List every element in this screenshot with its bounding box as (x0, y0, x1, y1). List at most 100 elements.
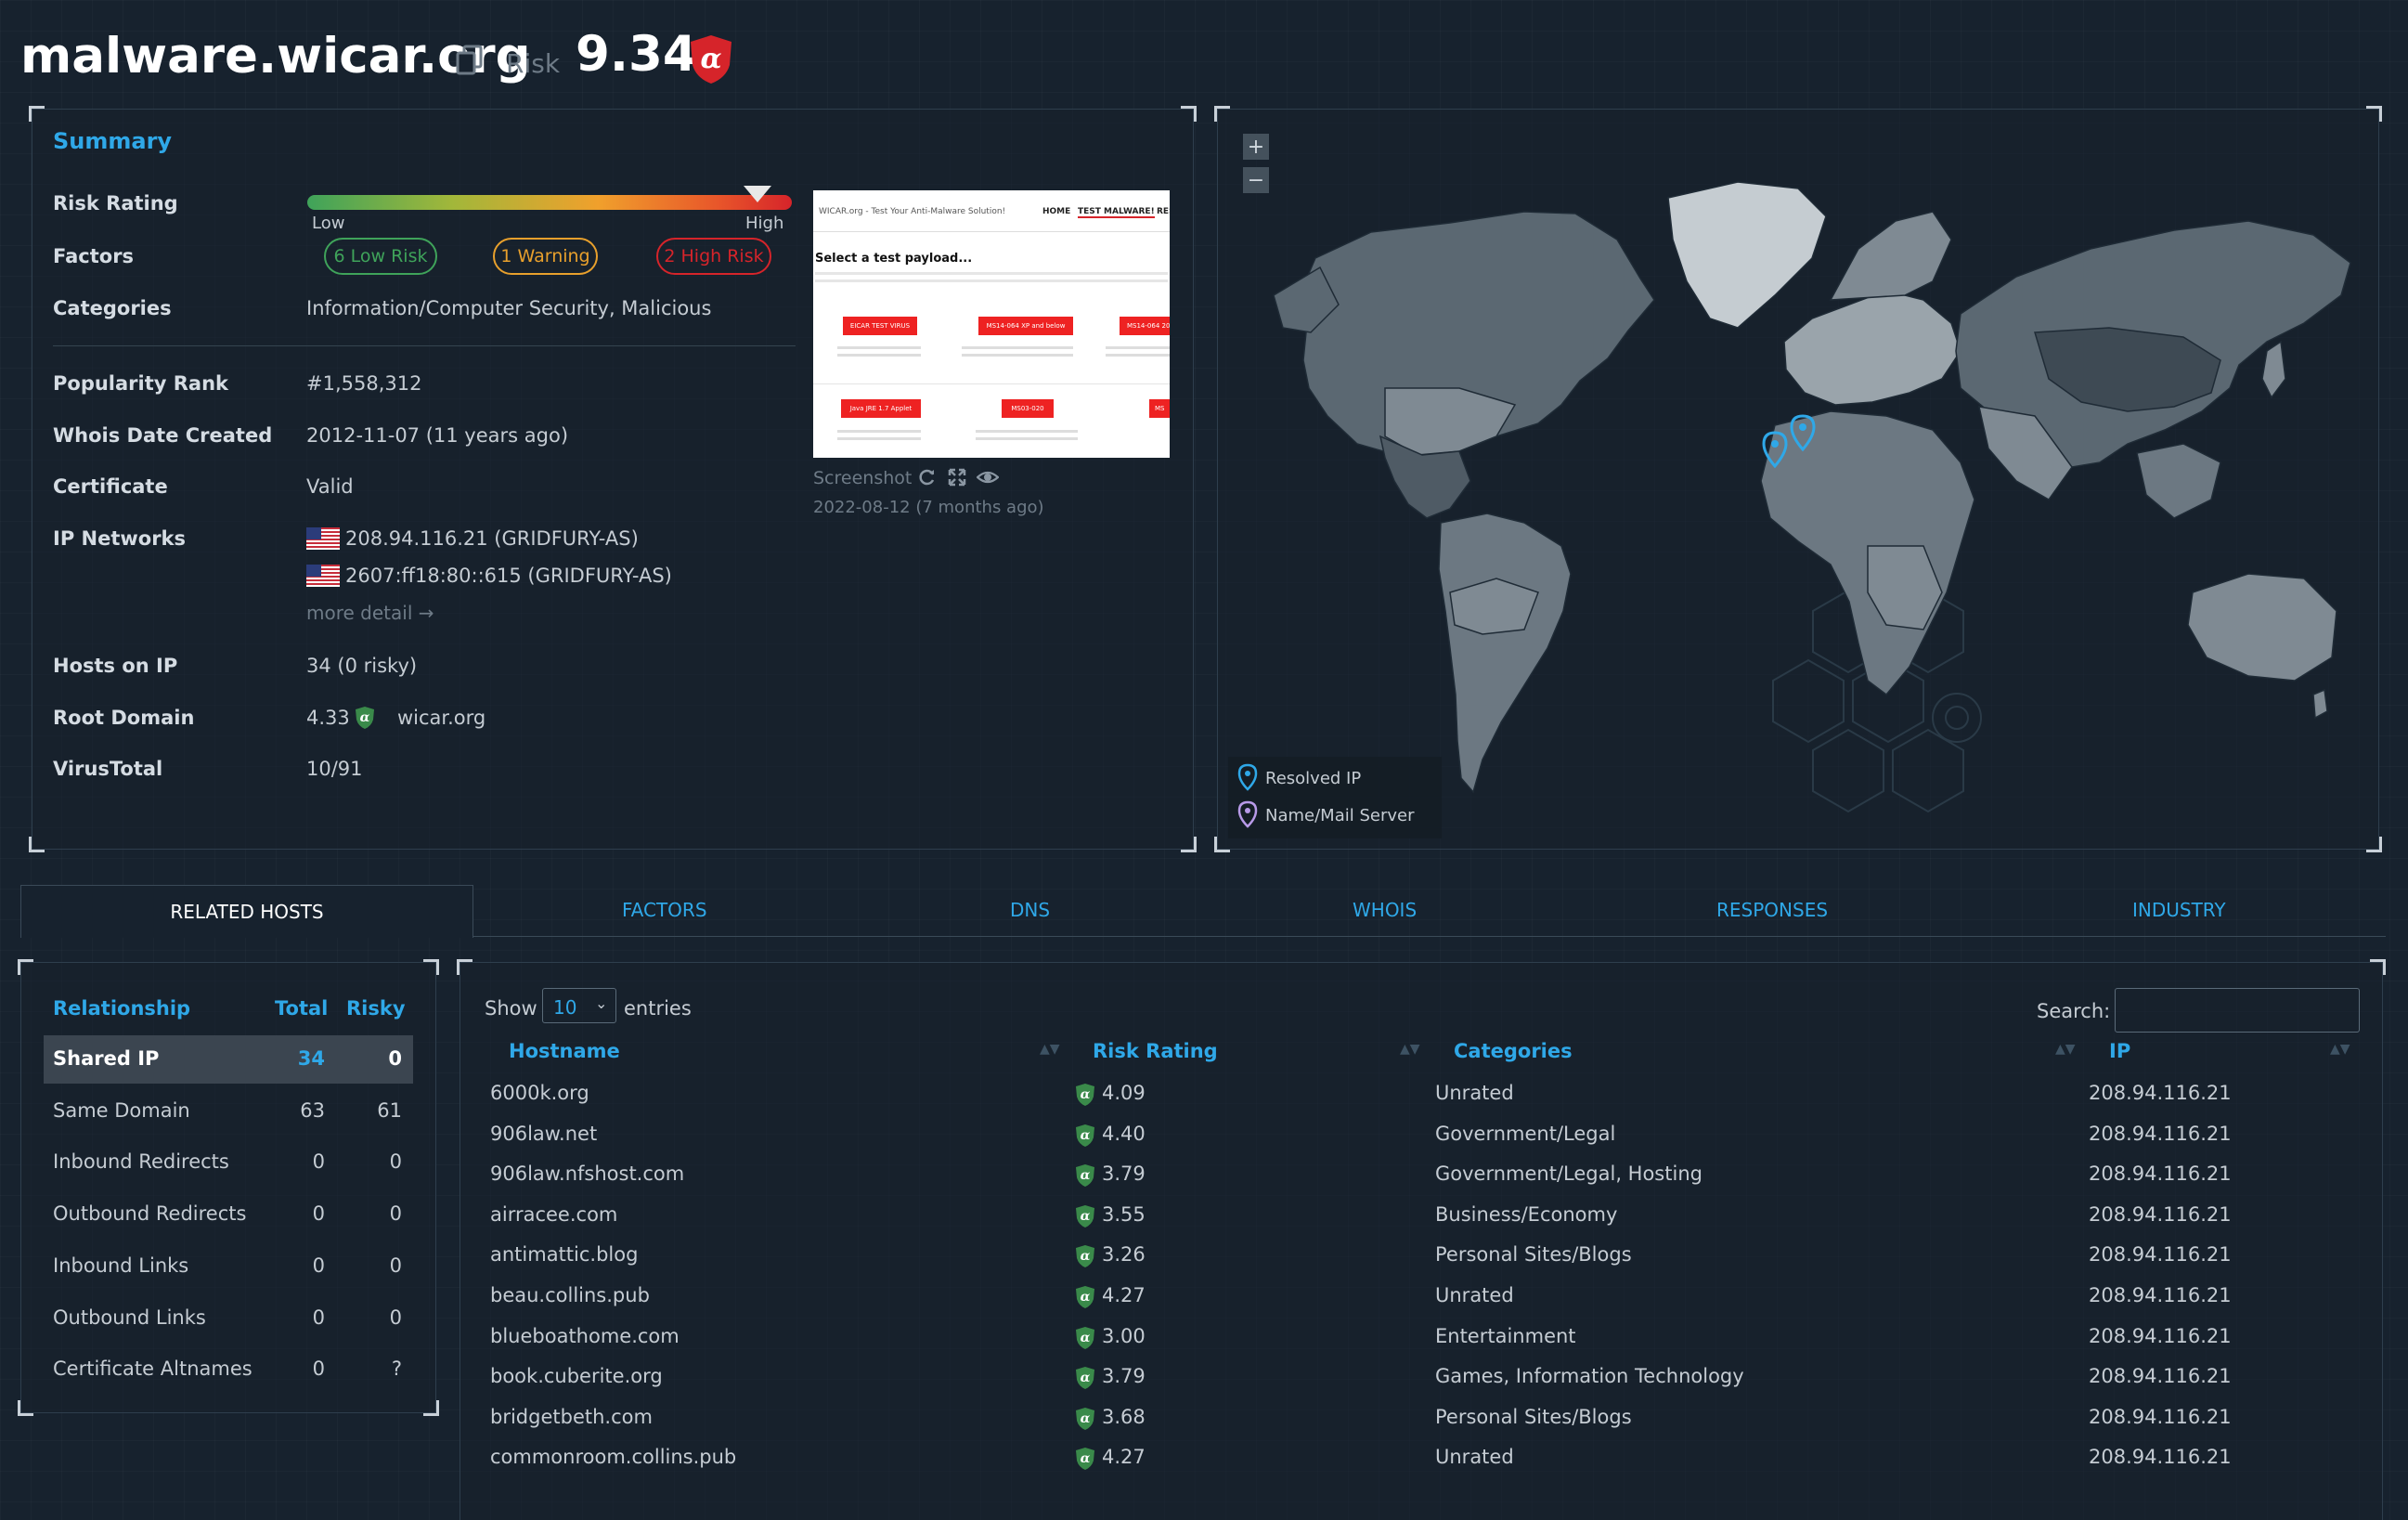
zoom-out-button[interactable]: − (1243, 167, 1269, 193)
ip-networks-label: IP Networks (53, 527, 187, 550)
host-ip[interactable]: 208.94.116.21 (2089, 1122, 2232, 1145)
relationship-total: 0 (312, 1254, 325, 1277)
copy-icon[interactable] (455, 45, 485, 76)
col-ip[interactable]: IP (2109, 1040, 2131, 1062)
alpha-shield-icon: α (1074, 1366, 1096, 1390)
rel-header-total: Total (275, 997, 329, 1020)
tab-responses[interactable]: RESPONSES (1716, 899, 1829, 921)
svg-text:α: α (1081, 1331, 1091, 1345)
host-ip[interactable]: 208.94.116.21 (2089, 1082, 2232, 1104)
low-risk-pill[interactable]: 6 Low Risk (324, 238, 437, 275)
relationship-row[interactable]: Same Domain 63 61 (44, 1087, 413, 1136)
ip-network-2[interactable]: 2607:ff18:80::615 (GRIDFURY-AS) (345, 565, 672, 587)
col-risk-rating[interactable]: Risk Rating (1093, 1040, 1218, 1062)
summary-title: Summary (53, 128, 173, 154)
tab-related-hosts[interactable]: RELATED HOSTS (20, 885, 473, 938)
virustotal-value[interactable]: 10/91 (306, 758, 363, 780)
relationship-row[interactable]: Inbound Redirects 0 0 (44, 1138, 413, 1187)
host-link[interactable]: book.cuberite.org (490, 1365, 663, 1388)
host-category: Games, Information Technology (1435, 1365, 1744, 1388)
host-category: Unrated (1435, 1082, 1514, 1104)
host-ip[interactable]: 208.94.116.21 (2089, 1446, 2232, 1469)
tab-dns[interactable]: DNS (1010, 899, 1051, 921)
host-ip[interactable]: 208.94.116.21 (2089, 1365, 2232, 1388)
tab-whois[interactable]: WHOIS (1353, 899, 1418, 921)
alpha-shield-icon: α (1074, 1244, 1096, 1268)
col-categories[interactable]: Categories (1454, 1040, 1573, 1062)
whois-label: Whois Date Created (53, 424, 273, 447)
world-map[interactable] (1218, 110, 2376, 847)
svg-text:α: α (1081, 1168, 1091, 1183)
zoom-in-button[interactable]: + (1243, 134, 1269, 160)
sort-icon[interactable]: ▲▼ (1040, 1042, 1060, 1057)
host-link[interactable]: beau.collins.pub (490, 1284, 650, 1306)
certificate-value: Valid (306, 475, 354, 498)
host-link[interactable]: bridgetbeth.com (490, 1405, 653, 1428)
tab-factors[interactable]: FACTORS (622, 899, 707, 921)
relationship-name: Inbound Redirects (53, 1150, 229, 1174)
risk-marker-icon (744, 186, 772, 202)
host-link[interactable]: 6000k.org (490, 1082, 589, 1104)
risk-rating-bar (307, 195, 792, 210)
root-domain-link[interactable]: wicar.org (397, 707, 486, 729)
relationship-row[interactable]: Certificate Altnames 0? (44, 1345, 413, 1394)
sort-icon[interactable]: ▲▼ (2055, 1042, 2076, 1057)
relationship-total: 0 (312, 1150, 325, 1174)
ip-network-1[interactable]: 208.94.116.21 (GRIDFURY-AS) (345, 527, 639, 550)
whois-value: 2012-11-07 (11 years ago) (306, 424, 569, 447)
alpha-shield-icon: α (356, 707, 374, 729)
relationship-risky: 0 (389, 1306, 402, 1329)
refresh-icon[interactable] (918, 468, 937, 487)
host-ip[interactable]: 208.94.116.21 (2089, 1163, 2232, 1186)
alpha-shield-icon: α (1074, 1083, 1096, 1107)
host-category: Personal Sites/Blogs (1435, 1405, 1632, 1428)
host-ip[interactable]: 208.94.116.21 (2089, 1243, 2232, 1267)
alpha-shield-icon: α (1074, 1326, 1096, 1350)
host-ip[interactable]: 208.94.116.21 (2089, 1202, 2232, 1226)
shot-btn: Java JRE 1.7 Applet (841, 399, 921, 418)
host-risk-score: 4.09 (1102, 1082, 1146, 1104)
sort-icon[interactable]: ▲▼ (2330, 1042, 2350, 1057)
host-category: Government/Legal, Hosting (1435, 1163, 1702, 1186)
screenshot-date: 2022-08-12 (7 months ago) (813, 498, 1044, 517)
relationship-row[interactable]: Outbound Links 0 0 (44, 1294, 413, 1343)
host-ip[interactable]: 208.94.116.21 (2089, 1284, 2232, 1306)
website-screenshot[interactable]: WICAR.org - Test Your Anti-Malware Solut… (813, 190, 1170, 458)
risk-label: Risk (506, 48, 561, 79)
relationship-total: 0 (312, 1358, 325, 1381)
warning-pill[interactable]: 1 Warning (493, 238, 598, 275)
shot-heading: Select a test payload... (815, 252, 973, 266)
host-link[interactable]: 906law.nfshost.com (490, 1163, 685, 1186)
host-link[interactable]: antimattic.blog (490, 1243, 639, 1267)
host-risk-score: 3.68 (1102, 1405, 1146, 1428)
entries-value: 10 (553, 996, 577, 1019)
name-server-pin-icon (1237, 800, 1258, 828)
relationship-row[interactable]: Outbound Redirects 0 0 (44, 1190, 413, 1239)
expand-icon[interactable] (948, 468, 966, 487)
tab-industry[interactable]: INDUSTRY (2132, 899, 2226, 921)
categories-value: Information/Computer Security, Malicious (306, 297, 712, 319)
sort-icon[interactable]: ▲▼ (1400, 1042, 1420, 1057)
relationship-row[interactable]: Inbound Links 0 0 (44, 1242, 413, 1291)
popularity-value: #1,558,312 (306, 372, 422, 395)
relationship-name: Inbound Links (53, 1254, 189, 1277)
relationship-row[interactable]: Shared IP 34 0 (44, 1035, 413, 1084)
col-hostname[interactable]: Hostname (509, 1040, 620, 1062)
shot-btn: EICAR TEST VIRUS (843, 317, 917, 335)
host-link[interactable]: commonroom.collins.pub (490, 1446, 737, 1469)
host-link[interactable]: blueboathome.com (490, 1324, 680, 1347)
more-detail-link[interactable]: more detail → (306, 602, 434, 624)
high-risk-pill[interactable]: 2 High Risk (656, 238, 771, 275)
host-ip[interactable]: 208.94.116.21 (2089, 1324, 2232, 1347)
entries-select[interactable]: 10 ⌄ (542, 988, 616, 1023)
host-link[interactable]: airracee.com (490, 1202, 618, 1226)
eye-icon[interactable] (977, 468, 999, 487)
relationship-name: Same Domain (53, 1098, 190, 1122)
search-input[interactable] (2115, 988, 2360, 1033)
relationship-risky: 0 (389, 1150, 402, 1174)
host-ip[interactable]: 208.94.116.21 (2089, 1405, 2232, 1428)
host-link[interactable]: 906law.net (490, 1122, 598, 1145)
svg-text:α: α (700, 43, 721, 75)
factors-label: Factors (53, 245, 135, 267)
svg-text:α: α (1081, 1371, 1091, 1385)
